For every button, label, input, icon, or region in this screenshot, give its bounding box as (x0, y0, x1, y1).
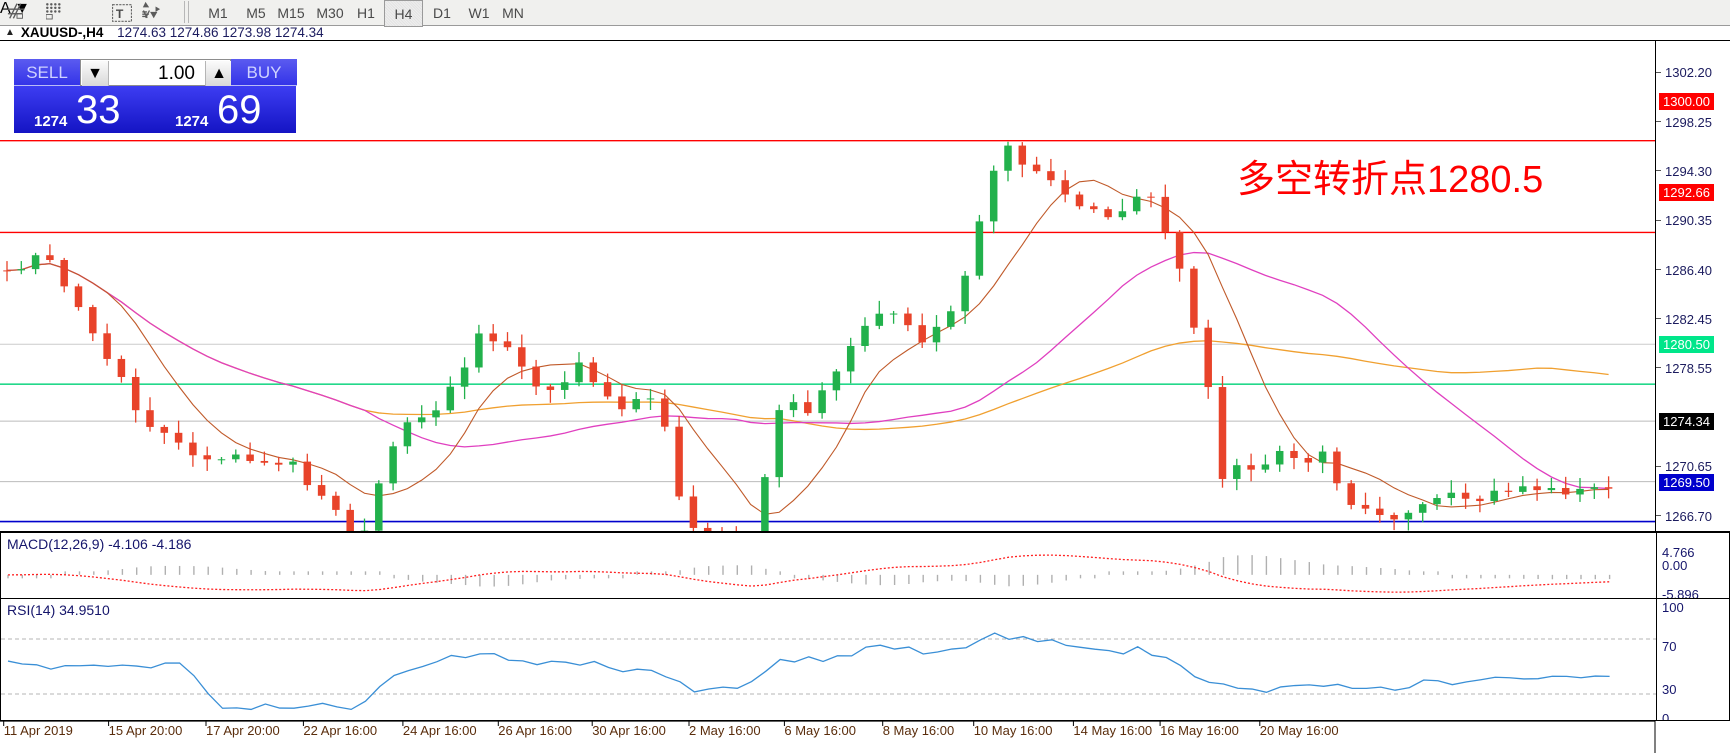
svg-text:T: T (116, 7, 124, 21)
